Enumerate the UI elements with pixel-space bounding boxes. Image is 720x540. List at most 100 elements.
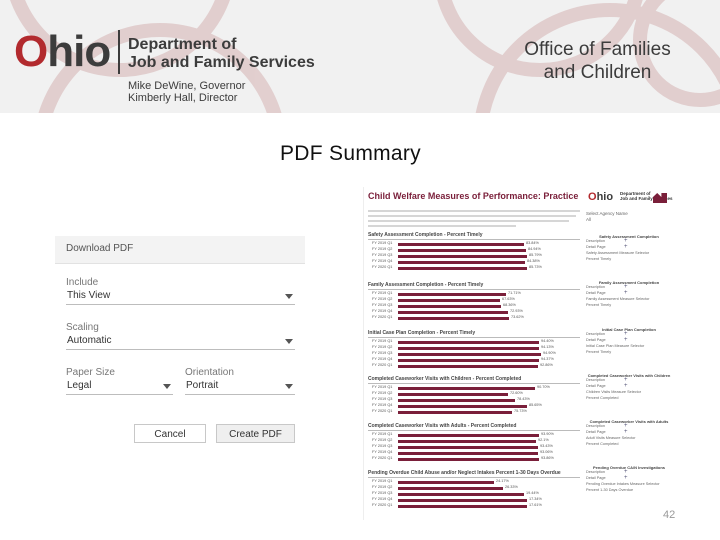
bar-row: FY 2019 Q3 94.90% <box>368 351 580 357</box>
measure-side-panel: Completed Caseworker Visits with Adults D… <box>586 419 672 448</box>
plus-icon: + <box>624 423 628 429</box>
side-panel-link[interactable]: Detail Page + <box>586 290 628 296</box>
bar-row: FY 2020 Q1 92.86% <box>368 363 580 369</box>
report-title: Child Welfare Measures of Performance: P… <box>368 191 579 201</box>
orientation-value: Portrait <box>186 380 219 391</box>
bar <box>398 440 536 443</box>
side-panel-link[interactable]: Detail Page + <box>586 337 628 343</box>
bar-label: FY 2019 Q1 <box>372 291 393 295</box>
measure-selector-value[interactable]: Percent Completed <box>586 396 619 400</box>
bar-value: 72.60% <box>510 391 523 395</box>
side-panel-link[interactable]: Description + <box>586 423 628 429</box>
bar-row: FY 2019 Q2 26.33% <box>368 485 580 491</box>
measure-selector-label: Initial Case Plan Measure Selector <box>586 344 645 348</box>
chevron-down-icon <box>285 339 293 344</box>
measure-selector-label: Pending Overdue Intakes Measure Selector <box>586 482 660 486</box>
measure-selector-value[interactable]: Percent Completed <box>586 442 619 446</box>
side-panel-link[interactable]: Detail Page + <box>586 383 628 389</box>
bar <box>398 267 527 270</box>
bar-value: 71.71% <box>508 291 521 295</box>
bar <box>398 353 541 356</box>
bar-row: FY 2019 Q3 93.43% <box>368 444 580 450</box>
plus-icon: + <box>624 469 628 475</box>
bar-row: FY 2019 Q4 94.37% <box>368 357 580 363</box>
side-panel-title: Completed Caseworker Visits with Childre… <box>587 373 671 378</box>
bar <box>398 505 527 508</box>
agency-filter[interactable]: Select Agency Name All <box>586 211 628 222</box>
scaling-value: Automatic <box>67 335 112 346</box>
download-pdf-dialog: Download PDF Include This View Scaling A… <box>55 236 305 451</box>
side-panel-link[interactable]: Description + <box>586 238 628 244</box>
include-label: Include <box>66 277 99 288</box>
side-panel-title: Completed Caseworker Visits with Adults <box>589 419 669 424</box>
measure-selector-value[interactable]: Percent Timely <box>586 350 612 354</box>
bar-row: FY 2019 Q4 93.06% <box>368 450 580 456</box>
bar-label: FY 2019 Q3 <box>372 491 393 495</box>
bar <box>398 341 539 344</box>
side-panel-link[interactable]: Description + <box>586 284 628 290</box>
bar <box>398 365 538 368</box>
measure-side-panel: Safety Assessment Completion Description +… <box>586 234 672 263</box>
bar <box>398 243 524 246</box>
include-select[interactable]: This View <box>66 288 295 305</box>
bar-label: FY 2019 Q3 <box>372 351 393 355</box>
side-panel-link[interactable]: Detail Page + <box>586 475 628 481</box>
ohio-logo: Ohio <box>14 27 111 76</box>
bar <box>398 359 539 362</box>
measure-section: Family Assessment Completion - Percent T… <box>368 282 580 322</box>
create-pdf-button[interactable]: Create PDF <box>216 424 295 443</box>
orientation-select[interactable]: Portrait <box>185 378 295 395</box>
bar-label: FY 2019 Q2 <box>372 247 393 251</box>
scaling-select[interactable]: Automatic <box>66 333 295 350</box>
side-panel-link[interactable]: Description + <box>586 331 628 337</box>
bar-row: FY 2019 Q4 85.65% <box>368 403 580 409</box>
section-divider <box>368 383 580 384</box>
paper-size-select[interactable]: Legal <box>66 378 173 395</box>
bar-row: FY 2019 Q4 72.93% <box>368 309 580 315</box>
measure-selector-value[interactable]: Percent 1-30 Days Overdue <box>586 488 634 492</box>
side-panel-title: Family Assessment Completion <box>598 280 660 285</box>
bar-value: 19.44% <box>526 491 539 495</box>
dialog-title: Download PDF <box>66 243 134 254</box>
bar-row: FY 2019 Q2 72.60% <box>368 391 580 397</box>
bar-value: 93.43% <box>540 444 553 448</box>
report-department: Department of Job and Family Services <box>620 191 673 201</box>
side-panel-link[interactable]: Detail Page + <box>586 244 628 250</box>
bar-value: 75.73% <box>514 409 527 413</box>
bar-row: FY 2019 Q2 84.94% <box>368 247 580 253</box>
plus-icon: + <box>624 377 628 383</box>
bar <box>398 399 515 402</box>
bar-label: FY 2019 Q3 <box>372 253 393 257</box>
bar <box>398 255 527 258</box>
plus-icon: + <box>624 429 628 435</box>
measure-section: Pending Overdue Child Abuse and/or Negle… <box>368 470 580 510</box>
bar-label: FY 2019 Q4 <box>372 403 393 407</box>
bar-value: 17.34% <box>529 497 542 501</box>
measure-section: Completed Caseworker Visits with Childre… <box>368 376 580 416</box>
measure-selector-value[interactable]: Percent Timely <box>586 257 612 261</box>
bar-label: FY 2019 Q3 <box>372 397 393 401</box>
chevron-down-icon <box>285 384 293 389</box>
bar-value: 90.70% <box>537 385 550 389</box>
cancel-button[interactable]: Cancel <box>134 424 206 443</box>
side-panel-link[interactable]: Description + <box>586 469 628 475</box>
bar-label: FY 2019 Q2 <box>372 485 393 489</box>
measure-selector-value[interactable]: Percent Timely <box>586 303 612 307</box>
bar <box>398 293 506 296</box>
report-preview: Child Welfare Measures of Performance: P… <box>363 187 675 520</box>
bar-row: FY 2020 Q1 73.62% <box>368 315 580 321</box>
scaling-label: Scaling <box>66 322 99 333</box>
side-panel-link[interactable]: Detail Page + <box>586 429 628 435</box>
bar <box>398 305 501 308</box>
side-panel-link[interactable]: Description + <box>586 377 628 383</box>
bar <box>398 434 539 437</box>
measure-side-panel: Family Assessment Completion Description +… <box>586 280 672 309</box>
bar-row: FY 2019 Q4 17.34% <box>368 497 580 503</box>
measure-title: Family Assessment Completion - Percent T… <box>368 282 484 288</box>
bar-label: FY 2019 Q3 <box>372 303 393 307</box>
bar-value: 85.65% <box>529 403 542 407</box>
bar-row: FY 2019 Q1 24.17% <box>368 479 580 485</box>
bar-label: FY 2019 Q2 <box>372 345 393 349</box>
report-ohio-logo: Ohio <box>588 191 614 203</box>
measure-side-panel: Pending Overdue CA/N Investigations Descr… <box>586 465 672 494</box>
